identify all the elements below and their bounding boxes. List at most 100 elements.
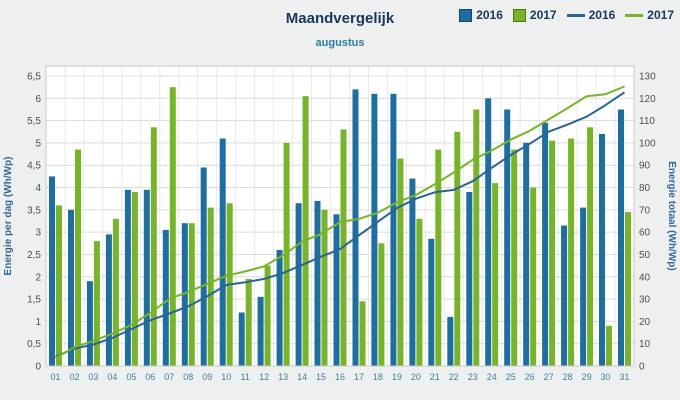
x-tick-label: 17 [354, 372, 364, 382]
x-tick-label: 16 [335, 372, 345, 382]
x-tick-label: 12 [259, 372, 269, 382]
bar-2016-03 [86, 281, 93, 366]
bar-2017-30 [606, 325, 612, 366]
y-right-tick-label: 10 [639, 339, 651, 350]
legend-item-2017-bars[interactable]: 2017 [512, 8, 557, 22]
bar-2017-11 [245, 279, 252, 366]
legend-swatch-2016-bars [459, 8, 473, 22]
bar-2016-20 [409, 178, 416, 366]
bar-2016-25 [504, 109, 511, 366]
bar-2016-07 [162, 229, 169, 366]
x-tick-label: 03 [88, 372, 98, 382]
y-right-tick-label: 100 [639, 138, 656, 149]
x-tick-label: 21 [430, 372, 440, 382]
legend-item-2016-bars[interactable]: 2016 [459, 8, 503, 22]
y-right-tick-label: 120 [639, 94, 656, 105]
bar-2016-16 [333, 214, 340, 366]
y-right-axis-title: Energie totaal (Wh/Wp) [666, 161, 677, 270]
chart-header: Maandvergelijk augustus [0, 0, 680, 49]
bar-2017-27 [549, 140, 556, 366]
bar-2017-14 [302, 96, 309, 366]
x-tick-label: 28 [563, 372, 573, 382]
x-tick-label: 10 [221, 372, 231, 382]
x-tick-label: 09 [202, 372, 212, 382]
x-tick-label: 01 [50, 372, 60, 382]
x-tick-label: 26 [525, 372, 535, 382]
x-tick-label: 06 [145, 372, 155, 382]
bar-2017-05 [131, 192, 138, 366]
y-right-tick-label: 40 [639, 272, 651, 283]
y-right-tick-label: 130 [639, 72, 656, 83]
x-tick-label: 22 [449, 372, 459, 382]
bar-2017-31 [625, 212, 631, 366]
x-tick-label: 29 [582, 372, 592, 382]
x-tick-label: 18 [373, 372, 383, 382]
bar-2017-25 [511, 149, 518, 366]
bar-2017-02 [75, 149, 81, 366]
bar-2016-29 [580, 207, 587, 366]
bar-2016-18 [371, 93, 378, 367]
y-right-tick-label: 50 [639, 250, 651, 261]
legend-item-2016-line[interactable]: 2016 [566, 8, 616, 22]
x-tick-label: 08 [183, 372, 193, 382]
bar-2017-20 [416, 218, 423, 366]
x-tick-label: 15 [316, 372, 326, 382]
bar-2017-13 [283, 142, 290, 366]
plot-border [45, 65, 635, 367]
y-left-tick-label: 6 [35, 94, 41, 105]
y-right-tick-label: 80 [639, 183, 651, 194]
bar-2016-27 [542, 122, 549, 366]
y-right-tick-label: 30 [639, 295, 651, 306]
y-right-tick-label: 20 [639, 317, 651, 328]
chart-subtitle: augustus [315, 37, 365, 49]
chart-title: Maandvergelijk [285, 10, 395, 27]
x-tick-label: 27 [544, 372, 554, 382]
bar-2017-24 [492, 183, 499, 366]
y-right-tick-label: 60 [639, 228, 651, 239]
y-left-tick-label: 5 [35, 138, 41, 149]
legend-label-2017-bars: 2017 [529, 8, 557, 22]
bar-2016-22 [447, 316, 454, 366]
y-left-tick-label: 6,5 [27, 72, 41, 83]
y-left-tick-label: 2,5 [27, 250, 41, 261]
bar-2016-26 [523, 142, 530, 366]
bar-2017-07 [169, 87, 176, 366]
x-tick-label: 19 [392, 372, 402, 382]
bar-2016-19 [390, 93, 397, 367]
bar-2017-19 [397, 158, 404, 366]
x-tick-label: 04 [107, 372, 117, 382]
y-left-tick-label: 4 [35, 183, 41, 194]
y-left-tick-label: 1,5 [27, 295, 41, 306]
bar-2016-11 [238, 312, 245, 366]
bar-2016-12 [257, 296, 264, 366]
x-tick-label: 30 [600, 372, 610, 382]
bar-2017-03 [93, 241, 100, 366]
bar-2016-05 [124, 189, 131, 366]
bar-2016-06 [143, 189, 150, 366]
bar-2016-21 [428, 238, 435, 366]
bar-2017-29 [587, 127, 594, 366]
y-right-tick-label: 90 [639, 161, 651, 172]
x-tick-label: 02 [69, 372, 79, 382]
bar-2016-24 [485, 98, 492, 367]
legend-swatch-2016-line [566, 13, 585, 17]
bar-2016-04 [105, 234, 112, 366]
x-tick-label: 14 [297, 372, 307, 382]
legend-item-2017-line[interactable]: 2017 [625, 8, 674, 22]
line-2016 [55, 91, 626, 358]
bar-2017-26 [530, 187, 537, 366]
bar-2017-22 [454, 131, 461, 366]
y-left-tick-label: 0,5 [27, 339, 41, 350]
legend-label-2016-bars: 2016 [476, 8, 503, 22]
bar-2017-17 [359, 301, 366, 366]
bar-2016-10 [219, 138, 226, 366]
bar-2017-18 [378, 243, 385, 366]
y-right-tick-label: 0 [639, 362, 645, 373]
legend-label-2016-line: 2016 [588, 8, 616, 22]
x-tick-label: 25 [506, 372, 516, 382]
bar-2016-14 [295, 203, 302, 366]
x-tick-label: 13 [278, 372, 288, 382]
x-tick-label: 11 [241, 372, 250, 382]
chart-svg: 0 00,5 101 201,5 302 402,5 503 603,5 704 804,5 905… [3, 65, 677, 382]
